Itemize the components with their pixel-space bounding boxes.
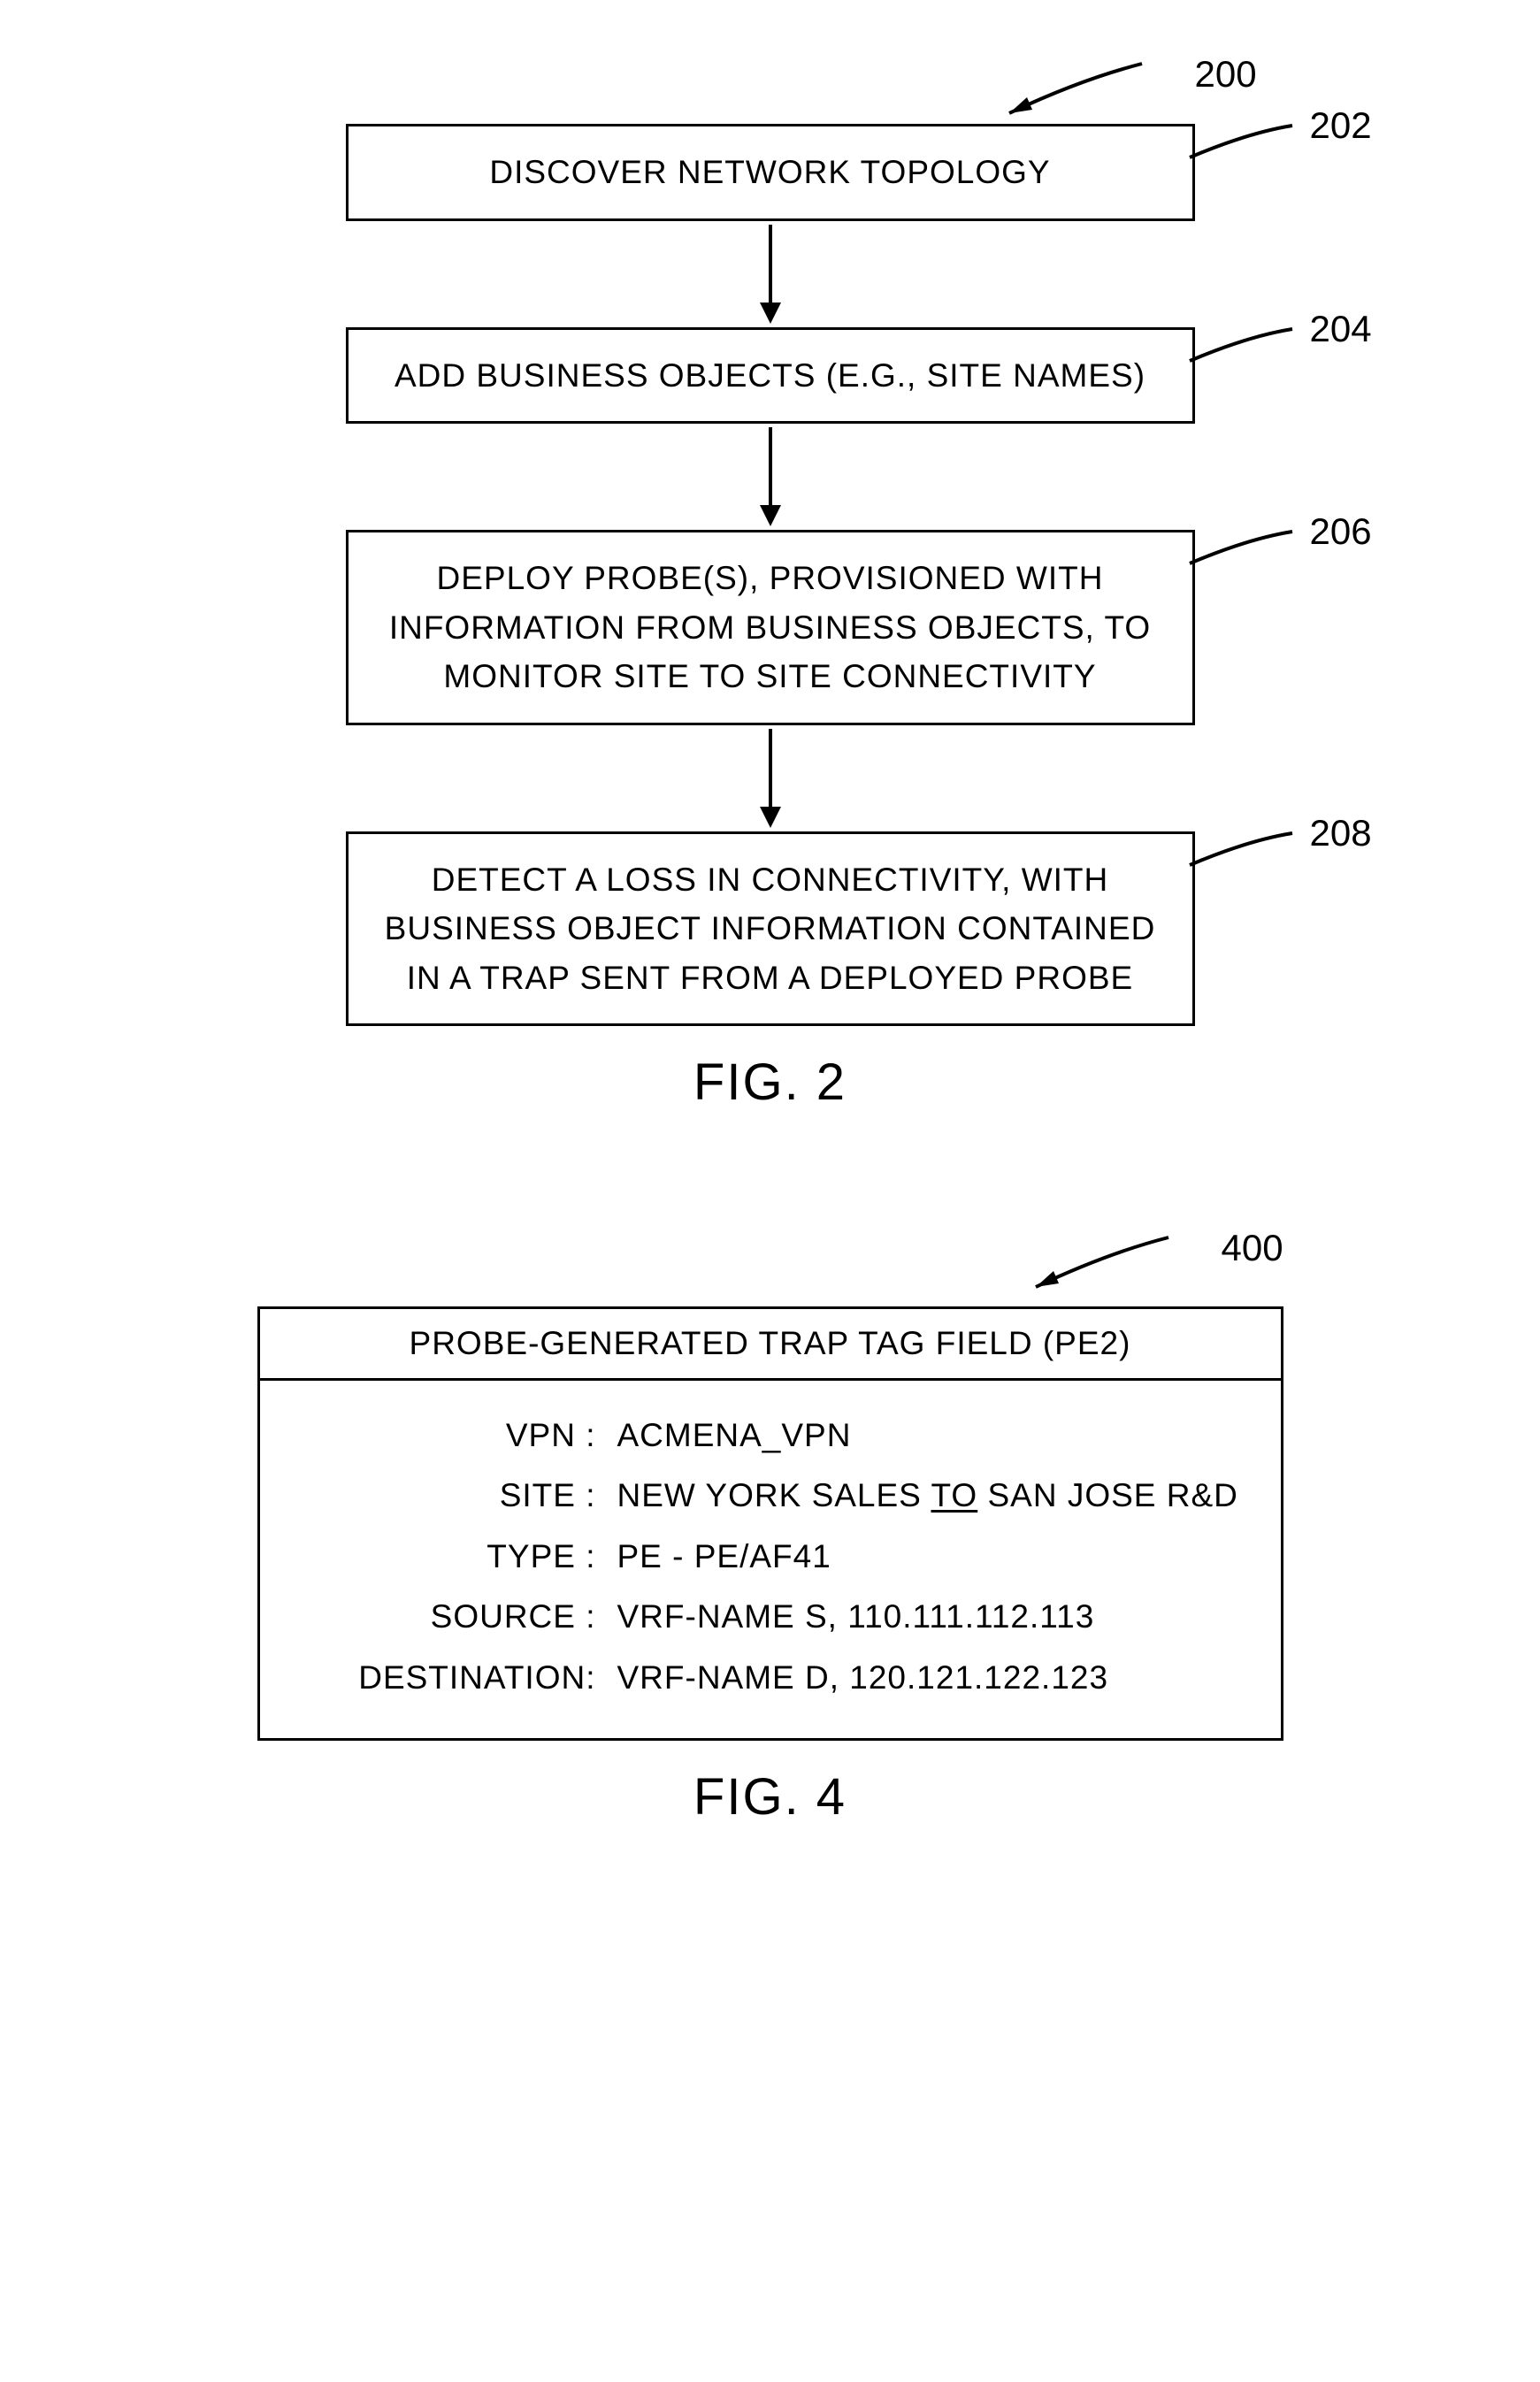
- key-type: TYPE :: [295, 1527, 596, 1587]
- figure-2: 200 DISCOVER NETWORK TOPOLOGY 202 ADD BU…: [240, 53, 1301, 1191]
- flow-box-204: ADD BUSINESS OBJECTS (E.G., SITE NAMES): [346, 327, 1195, 425]
- row-vpn: VPN : ACMENA_VPN: [295, 1405, 1245, 1466]
- row-type: TYPE : PE - PE/AF41: [295, 1527, 1245, 1587]
- arrow-down-3: [240, 725, 1301, 831]
- flow-box-202: DISCOVER NETWORK TOPOLOGY: [346, 124, 1195, 221]
- arrow-down-2: [240, 424, 1301, 530]
- key-source: SOURCE :: [295, 1587, 596, 1647]
- key-site: SITE :: [295, 1466, 596, 1526]
- row-destination: DESTINATION: VRF-NAME D, 120.121.122.123: [295, 1648, 1245, 1708]
- row-site: SITE : NEW YORK SALES TO SAN JOSE R&D: [295, 1466, 1245, 1526]
- ref-206: 206: [1310, 510, 1372, 553]
- trap-tag-header: PROBE-GENERATED TRAP TAG FIELD (PE2): [260, 1309, 1281, 1381]
- ref-400: 400: [1222, 1227, 1283, 1269]
- leader-arrow-400: [1009, 1227, 1222, 1298]
- val-source: VRF-NAME S, 110.111.112.113: [596, 1587, 1095, 1647]
- val-destination: VRF-NAME D, 120.121.122.123: [596, 1648, 1109, 1708]
- ref-208: 208: [1310, 812, 1372, 854]
- key-vpn: VPN :: [295, 1405, 596, 1466]
- leader-arrow-206: [1177, 519, 1319, 581]
- figure-4: 400 PROBE-GENERATED TRAP TAG FIELD (PE2)…: [240, 1227, 1301, 1906]
- trap-tag-body: VPN : ACMENA_VPN SITE : NEW YORK SALES T…: [260, 1381, 1281, 1738]
- flow-box-206: DEPLOY PROBE(S), PROVISIONED WITH INFORM…: [346, 530, 1195, 725]
- arrow-down-1: [240, 221, 1301, 327]
- ref-204: 204: [1310, 308, 1372, 350]
- val-site: NEW YORK SALES TO SAN JOSE R&D: [596, 1466, 1238, 1526]
- leader-arrow-200: [983, 53, 1195, 124]
- val-type: PE - PE/AF41: [596, 1527, 831, 1587]
- leader-arrow-202: [1177, 113, 1319, 175]
- leader-arrow-204: [1177, 317, 1319, 379]
- leader-arrow-208: [1177, 821, 1319, 883]
- row-source: SOURCE : VRF-NAME S, 110.111.112.113: [295, 1587, 1245, 1647]
- figure-4-caption: FIG. 4: [240, 1767, 1301, 1827]
- flow-box-208: DETECT A LOSS IN CONNECTIVITY, WITH BUSI…: [346, 831, 1195, 1027]
- ref-200: 200: [1195, 53, 1257, 96]
- val-vpn: ACMENA_VPN: [596, 1405, 852, 1466]
- figure-2-caption: FIG. 2: [240, 1053, 1301, 1112]
- key-destination: DESTINATION:: [295, 1648, 596, 1708]
- trap-tag-table: PROBE-GENERATED TRAP TAG FIELD (PE2) VPN…: [257, 1306, 1283, 1741]
- ref-202: 202: [1310, 104, 1372, 147]
